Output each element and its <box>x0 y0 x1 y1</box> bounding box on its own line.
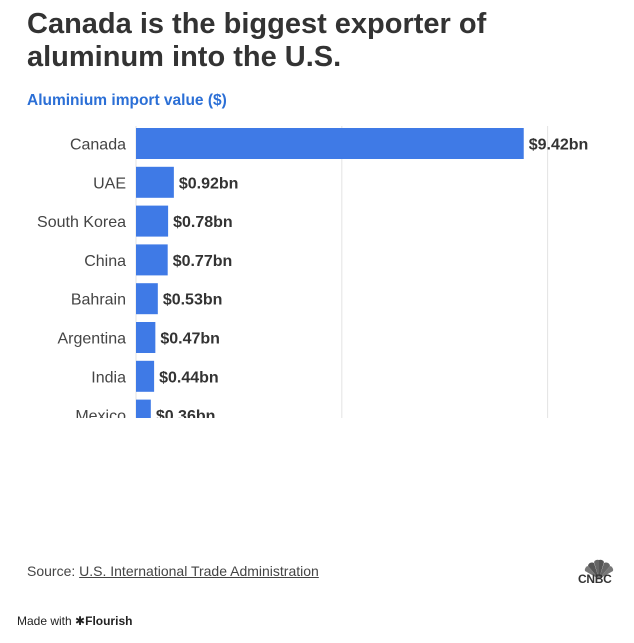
value-label: $0.78bn <box>173 214 233 231</box>
chart-subtitle: Aluminium import value ($) <box>27 92 227 109</box>
bar <box>136 166 174 198</box>
category-label: UAE <box>93 175 126 192</box>
cnbc-peacock-logo-icon <box>584 559 614 579</box>
made-with-flourish[interactable]: Made with ✱Flourish <box>17 614 132 628</box>
value-label: $9.42bn <box>529 137 589 154</box>
value-label: $0.92bn <box>179 175 239 192</box>
category-label: South Korea <box>37 214 126 231</box>
value-label: $0.53bn <box>163 292 223 309</box>
category-label: India <box>91 369 126 386</box>
source-label: Source: <box>27 563 76 579</box>
bar <box>136 283 158 315</box>
bar <box>136 322 156 353</box>
category-label: Bahrain <box>71 292 126 309</box>
category-label: China <box>84 253 126 270</box>
bar <box>136 244 168 276</box>
value-label: $0.77bn <box>173 253 233 270</box>
bar <box>136 205 169 237</box>
bar <box>136 399 151 418</box>
category-label: Mexico <box>75 408 126 418</box>
bar <box>136 360 155 392</box>
flourish-asterisk-icon: ✱ <box>75 614 86 628</box>
category-label: Argentina <box>58 331 127 348</box>
bar-chart: Canada $9.42bn UAE $0.92bn South Korea $0.78b… <box>37 126 589 418</box>
cnbc-logo-text: CNBC <box>578 572 612 586</box>
made-with-label: Made with <box>17 614 72 628</box>
value-label: $0.44bn <box>159 369 219 386</box>
source-link[interactable]: U.S. International Trade Administration <box>79 563 319 579</box>
flourish-label: Flourish <box>85 614 133 628</box>
category-label: Canada <box>70 137 126 154</box>
value-label: $0.36bn <box>156 408 216 418</box>
value-label: $0.47bn <box>160 331 220 348</box>
bar <box>136 128 524 159</box>
chart-title: Canada is the biggest exporter of alumin… <box>27 8 487 73</box>
source-note: Source: U.S. International Trade Adminis… <box>27 563 319 579</box>
